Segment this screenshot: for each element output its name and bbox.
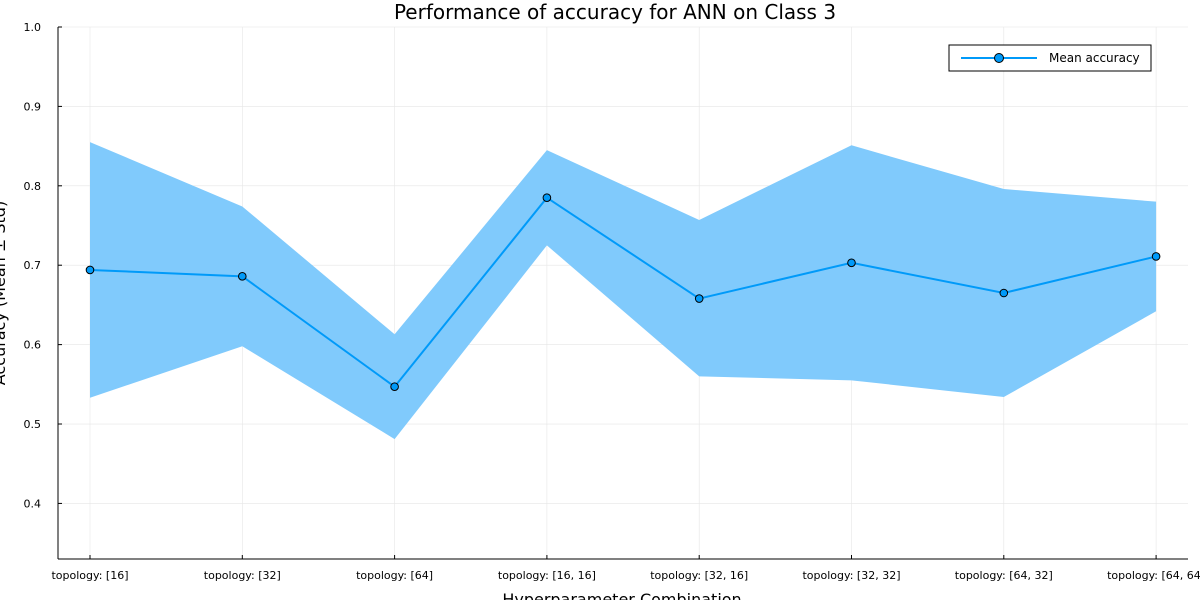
x-tick-label: topology: [64, 32] (955, 569, 1053, 582)
data-point (542, 193, 552, 203)
legend: Mean accuracy (948, 44, 1152, 72)
y-axis-label: Accuracy (Mean ± Std) (0, 201, 9, 385)
mean-line (89, 196, 1157, 389)
x-axis-label: Hyperparameter Combination (502, 590, 741, 600)
data-point (238, 272, 247, 281)
data-point (847, 258, 856, 268)
std-band-area (90, 142, 1157, 440)
x-tick-label: topology: [16, 16] (498, 569, 596, 582)
x-tick-label: topology: [64, 64] (1107, 569, 1200, 582)
x-tick-labels: topology: [16] topology: [32] topology: [6… (51, 569, 1200, 582)
std-band (90, 142, 1157, 440)
data-point (694, 294, 704, 303)
y-tick-label: 0.7 (24, 259, 42, 272)
x-tick-label: topology: [64] (356, 569, 433, 582)
data-point (999, 288, 1009, 298)
mean-line-path (89, 196, 1157, 389)
axes (57, 26, 1188, 560)
y-tick-label: 1.0 (24, 21, 42, 34)
x-tick-label: topology: [16] (51, 569, 128, 582)
y-tick-label: 0.5 (24, 418, 42, 431)
x-tick-label: topology: [32, 16] (650, 569, 748, 582)
y-tick-label: 0.8 (24, 180, 42, 193)
y-tick-label: 0.4 (24, 497, 42, 510)
y-tick-label: 0.6 (24, 339, 42, 352)
data-point (1151, 252, 1161, 261)
y-tick-labels: 0.4 0.5 0.6 0.7 0.8 0.9 1.0 (24, 21, 42, 510)
chart-title: Performance of accuracy for ANN on Class… (394, 0, 836, 24)
y-tick-label: 0.9 (24, 100, 42, 113)
mean-points (85, 193, 1161, 391)
x-tick-label: topology: [32, 32] (802, 569, 900, 582)
data-point (85, 265, 95, 275)
legend-label: Mean accuracy (1049, 51, 1140, 65)
x-tick-label: topology: [32] (204, 569, 281, 582)
data-point (390, 382, 399, 391)
legend-marker (994, 53, 1004, 63)
